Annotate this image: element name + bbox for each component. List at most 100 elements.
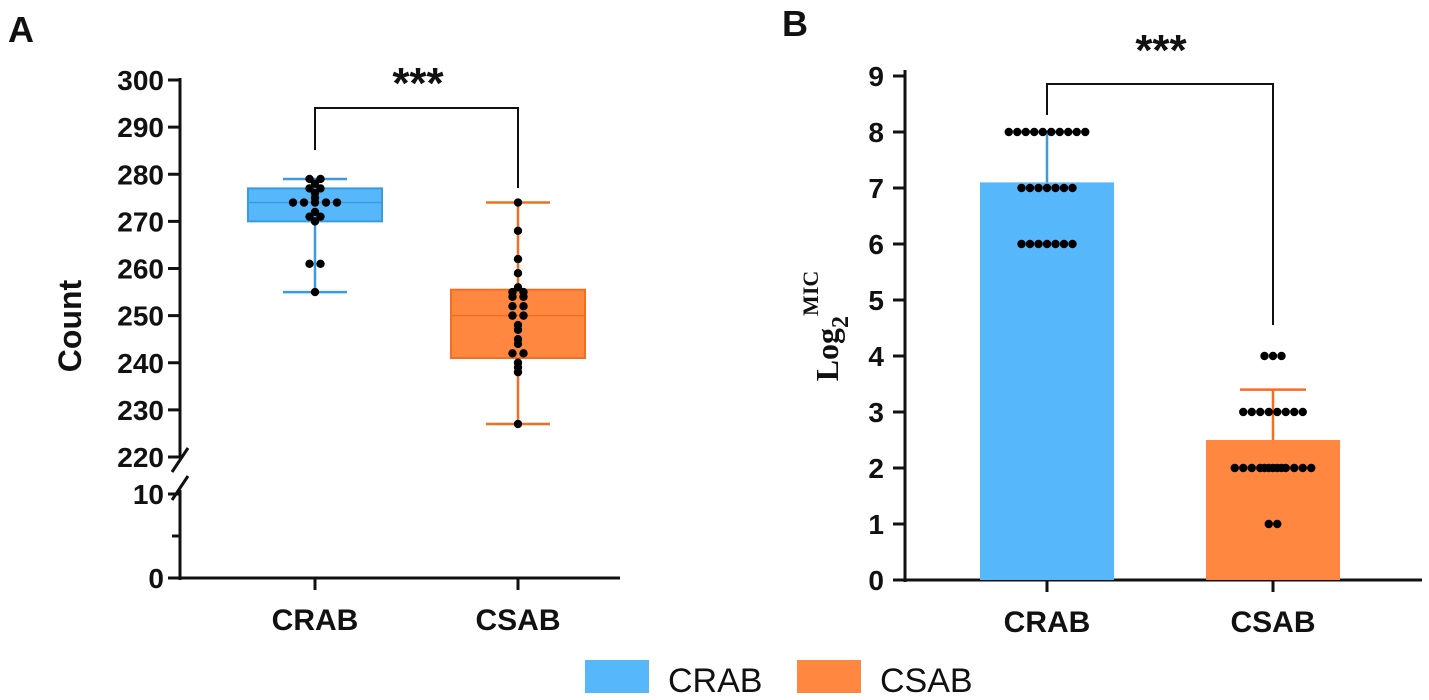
data-point bbox=[508, 287, 517, 297]
data-point bbox=[321, 198, 331, 207]
data-point bbox=[1021, 127, 1030, 137]
data-point bbox=[1290, 463, 1299, 473]
y-tick-label: 220 bbox=[117, 442, 164, 473]
data-point bbox=[310, 179, 320, 188]
data-point bbox=[1042, 183, 1052, 193]
data-point bbox=[305, 184, 314, 193]
data-point bbox=[1256, 407, 1265, 417]
data-point bbox=[508, 302, 517, 311]
data-point bbox=[519, 311, 528, 320]
data-point bbox=[1059, 183, 1069, 193]
data-point bbox=[1064, 127, 1073, 137]
data-point bbox=[1247, 463, 1256, 473]
bar-csab bbox=[1206, 440, 1340, 580]
data-point bbox=[1260, 463, 1269, 473]
data-point bbox=[316, 259, 325, 268]
y-tick-label: 260 bbox=[117, 254, 164, 285]
y-tick-label: 6 bbox=[868, 229, 884, 260]
ylabel-subscript: 2 bbox=[828, 316, 854, 328]
data-point bbox=[1268, 463, 1278, 473]
y-tick-label: 7 bbox=[868, 173, 884, 204]
data-point bbox=[513, 269, 523, 278]
data-point bbox=[1017, 183, 1026, 193]
y-tick-label: 5 bbox=[868, 285, 884, 316]
ylabel-superscript: MIC bbox=[798, 271, 823, 316]
x-tick-label: CSAB bbox=[475, 604, 560, 637]
data-point bbox=[1298, 407, 1307, 417]
y-tick-label: 300 bbox=[117, 65, 164, 96]
legend-swatch-crab bbox=[585, 660, 649, 693]
data-point bbox=[316, 174, 325, 184]
data-point bbox=[1017, 239, 1026, 249]
data-point bbox=[1277, 351, 1286, 361]
data-point bbox=[1239, 407, 1248, 417]
data-point bbox=[299, 198, 309, 207]
data-point bbox=[1273, 519, 1282, 529]
legend: CRAB CSAB bbox=[585, 660, 973, 700]
y-tick-label: 0 bbox=[148, 563, 164, 594]
data-point bbox=[1030, 127, 1039, 137]
data-point bbox=[1068, 183, 1077, 193]
x-tick-label: CSAB bbox=[1230, 606, 1315, 639]
data-point bbox=[1034, 183, 1043, 193]
data-point bbox=[1059, 239, 1069, 249]
data-point bbox=[332, 198, 342, 207]
data-point bbox=[1268, 351, 1278, 361]
data-point bbox=[1051, 183, 1060, 193]
y-tick-label: 4 bbox=[868, 341, 884, 372]
data-point bbox=[1307, 463, 1316, 473]
data-point bbox=[1264, 519, 1273, 529]
data-point bbox=[508, 311, 517, 320]
panel-b-chart: 0 1 2 3 4 5 6 7 8 9 CRAB CSAB bbox=[868, 61, 1422, 639]
data-point bbox=[316, 212, 325, 221]
y-tick-label: 8 bbox=[868, 117, 884, 148]
data-point bbox=[519, 287, 528, 297]
data-point bbox=[1290, 407, 1299, 417]
y-tick-label: 250 bbox=[117, 301, 164, 332]
data-point bbox=[1081, 127, 1090, 137]
y-tick-label: 270 bbox=[117, 206, 164, 237]
significance-bracket bbox=[314, 107, 519, 188]
data-point bbox=[1047, 127, 1056, 137]
data-point bbox=[1264, 407, 1273, 417]
data-point bbox=[305, 259, 314, 268]
data-point bbox=[1034, 239, 1043, 249]
panel-a-significance: *** bbox=[392, 59, 444, 108]
data-point bbox=[1068, 239, 1077, 249]
data-point bbox=[1260, 351, 1269, 361]
data-point bbox=[1277, 463, 1286, 473]
data-point bbox=[1013, 127, 1022, 137]
data-point bbox=[1072, 127, 1081, 137]
ylabel-log: Log bbox=[809, 328, 845, 381]
axis-break-mark bbox=[170, 447, 190, 473]
data-point bbox=[513, 334, 523, 344]
legend-label-csab: CSAB bbox=[880, 662, 973, 700]
panel-a-label: A bbox=[8, 9, 34, 50]
y-tick-label: 2 bbox=[868, 453, 884, 484]
data-point bbox=[513, 358, 523, 367]
data-point bbox=[1273, 407, 1282, 417]
data-point bbox=[513, 226, 523, 235]
data-point bbox=[316, 184, 325, 193]
x-tick-label: CRAB bbox=[272, 604, 359, 637]
data-point bbox=[1247, 407, 1256, 417]
y-tick-label: 230 bbox=[117, 395, 164, 426]
panel-a-ylabel: Count bbox=[52, 279, 88, 372]
data-point bbox=[305, 212, 314, 221]
data-point bbox=[513, 254, 523, 264]
data-point bbox=[519, 349, 528, 358]
panel-b-significance: *** bbox=[1135, 26, 1187, 75]
y-tick-label: 0 bbox=[868, 565, 884, 596]
y-tick-label: 1 bbox=[868, 509, 884, 540]
data-point bbox=[1051, 239, 1060, 249]
panel-b-label: B bbox=[782, 3, 808, 44]
data-point bbox=[1239, 463, 1248, 473]
data-point bbox=[1042, 239, 1052, 249]
significance-bracket bbox=[1046, 83, 1274, 325]
y-tick-label: 10 bbox=[133, 479, 164, 510]
legend-label-crab: CRAB bbox=[668, 662, 762, 700]
y-tick-label: 290 bbox=[117, 112, 164, 143]
data-point bbox=[1004, 127, 1013, 137]
y-tick-label: 9 bbox=[868, 61, 884, 92]
